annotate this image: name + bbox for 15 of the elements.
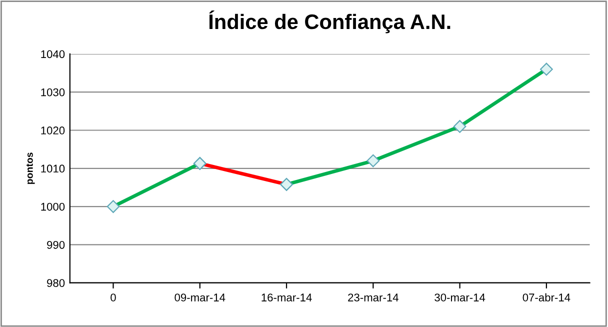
- x-tick-label: 07-abr-14: [522, 293, 570, 302]
- x-tick-label: 30-mar-14: [434, 294, 486, 302]
- x-tick-label: 0: [110, 294, 116, 302]
- y-tick-label: 1020: [41, 126, 65, 134]
- x-tick-label: 16-mar-14: [262, 294, 312, 302]
- y-tick-label: 1030: [41, 88, 65, 96]
- y-axis-title: pontos: [26, 152, 35, 184]
- y-tick-label: 980: [47, 279, 65, 287]
- x-tick-label: 09-mar-14: [174, 294, 226, 302]
- y-tick-label: 1040: [41, 50, 65, 58]
- x-tick-label: 23-mar-14: [348, 294, 398, 302]
- chart-title: Índice de Confiança A.N.: [209, 10, 450, 34]
- y-tick-label: 1000: [41, 202, 65, 211]
- y-tick-label: 990: [47, 240, 65, 249]
- y-tick-label: 1010: [41, 164, 65, 173]
